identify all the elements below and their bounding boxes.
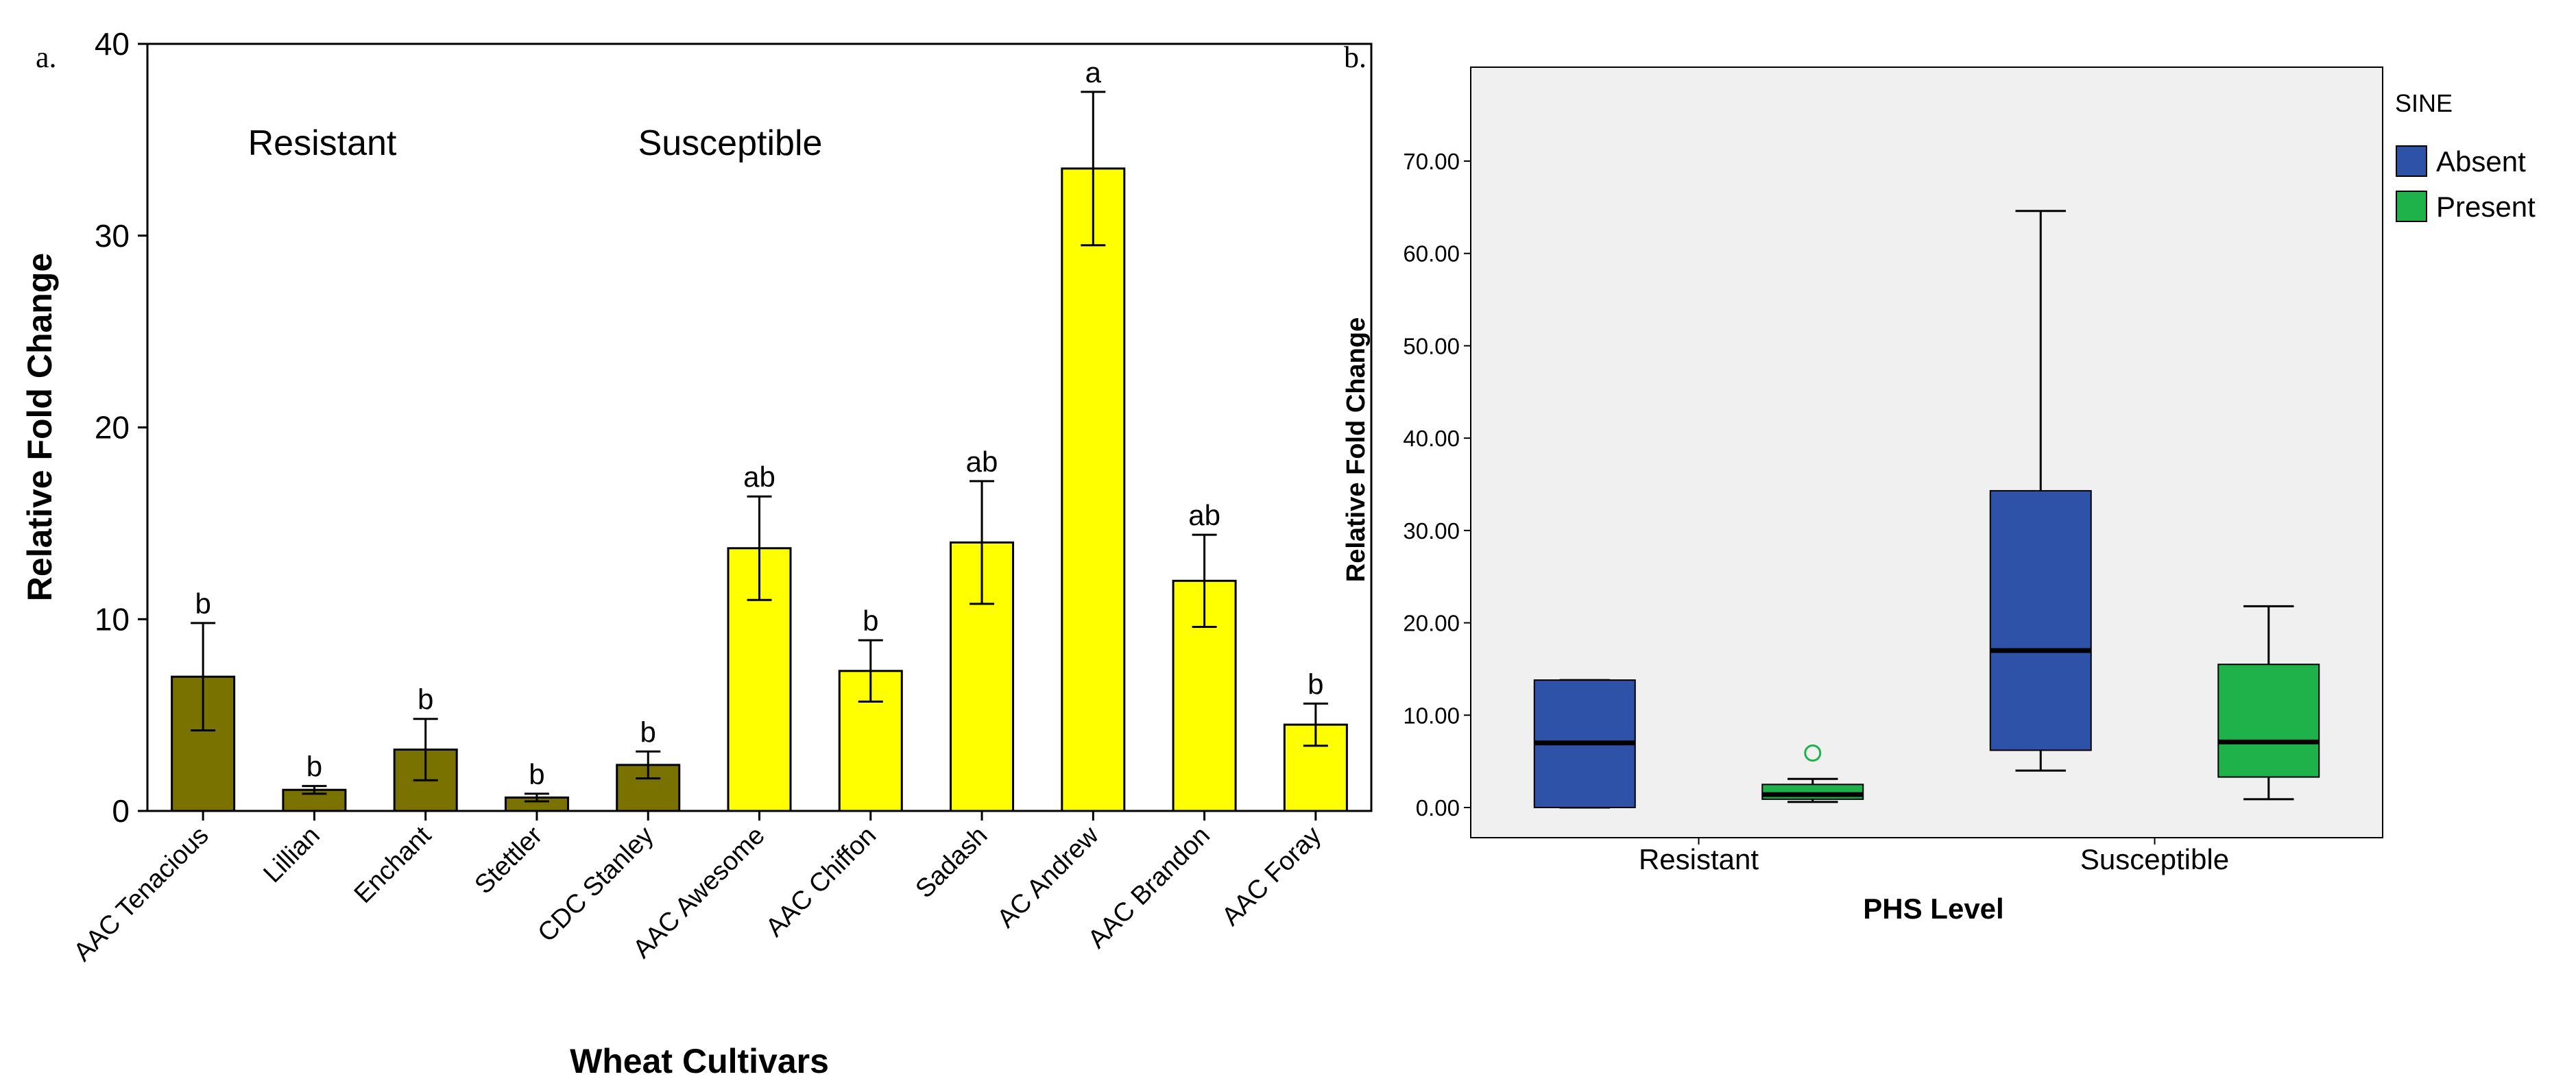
- x-tick-label-susceptible: Susceptible: [2080, 843, 2229, 875]
- panel-a-x-axis-title: Wheat Cultivars: [570, 1042, 829, 1080]
- x-tick-label-sadash: Sadash: [911, 821, 994, 904]
- panel-a-y-axis-title: Relative Fold Change: [21, 253, 59, 601]
- x-tick-label-resistant: Resistant: [1639, 843, 1759, 875]
- panel-b-boxes: [1533, 210, 2320, 809]
- x-tick-label-stettler: Stettler: [469, 821, 548, 899]
- y-tick-label: 40: [95, 26, 130, 62]
- y-tick-label: 70.00: [1403, 149, 1460, 174]
- y-tick-label: 40.00: [1403, 426, 1460, 451]
- x-tick-label-aac-foray: AAC Foray: [1216, 821, 1327, 932]
- y-tick-label: 0.00: [1416, 795, 1460, 821]
- panel-b-box-plot: b. 0.00 10.00 20.00 30.00 40.00 50.00 60.00 70.…: [1342, 40, 2536, 925]
- y-tick-label: 30: [95, 218, 130, 254]
- y-tick-label: 20.00: [1403, 611, 1460, 636]
- significance-letter-enchant: b: [418, 683, 433, 716]
- significance-letter-sadash: ab: [966, 446, 998, 478]
- box-present-resistant: [1761, 784, 1864, 800]
- x-tick-label-enchant: Enchant: [349, 821, 437, 909]
- y-tick-label: 10: [95, 601, 130, 637]
- x-tick-label-lillian: Lillian: [258, 821, 325, 888]
- group-label-susceptible: Susceptible: [638, 123, 823, 163]
- panel-b-legend: SINE Absent Present: [2395, 89, 2536, 223]
- box-present-susceptible: [2217, 664, 2320, 778]
- significance-letter-aac-brandon: ab: [1188, 499, 1220, 531]
- y-tick-label: 0: [112, 793, 130, 829]
- x-tick-label-cdc-stanley: CDC Stanley: [533, 821, 660, 948]
- group-label-resistant: Resistant: [248, 123, 397, 163]
- significance-letter-aac-chiffon: b: [863, 605, 878, 637]
- significance-letter-stettler: b: [529, 758, 544, 790]
- legend-swatch-absent: [2396, 145, 2427, 177]
- significance-letter-ac-andrew: a: [1085, 56, 1102, 88]
- y-tick-label: 30.00: [1403, 518, 1460, 544]
- significance-letter-lillian: b: [306, 751, 322, 783]
- significance-letter-aac-foray: b: [1308, 668, 1323, 700]
- y-tick-label: 10.00: [1403, 703, 1460, 728]
- legend-title: SINE: [2395, 89, 2453, 117]
- significance-letter-aac-tenacious: b: [195, 587, 210, 620]
- x-tick-label-ac-andrew: AC Andrew: [992, 821, 1105, 934]
- x-tick-label-aac-tenacious: AAC Tenacious: [69, 821, 215, 967]
- y-tick-label: 20: [95, 410, 130, 446]
- panel-a-bars: b b b b b ab b ab a ab b: [171, 56, 1348, 812]
- panel-b-x-axis-title: PHS Level: [1863, 893, 2003, 925]
- y-tick-label: 60.00: [1403, 241, 1460, 267]
- y-tick-label: 50.00: [1403, 333, 1460, 359]
- x-tick-label-aac-chiffon: AAC Chiffon: [760, 821, 882, 943]
- significance-letter-aac-awesome: ab: [743, 461, 775, 493]
- significance-letter-cdc-stanley: b: [640, 716, 656, 748]
- legend-label-present: Present: [2436, 191, 2536, 223]
- panel-b-y-axis: 0.00 10.00 20.00 30.00 40.00 50.00 60.00 70.00: [1403, 149, 1471, 821]
- panel-a-y-axis: 0 10 20 30 40: [95, 26, 147, 829]
- panel-a-label: a.: [36, 40, 57, 74]
- outlier-present-resistant: [1804, 744, 1822, 762]
- panel-a-bar-chart: a. 0 10 20 30 40 b b b b b ab b ab a ab b AAC Tenaciou…: [21, 26, 1373, 1080]
- panel-b-x-axis: Resistant Susceptible: [1639, 838, 2229, 875]
- legend-swatch-present: [2396, 191, 2427, 222]
- bar-ac-andrew: [1061, 167, 1126, 812]
- legend-label-absent: Absent: [2436, 145, 2526, 178]
- box-absent-susceptible: [1989, 489, 2092, 751]
- panel-b-label: b.: [1344, 40, 1367, 74]
- panel-b-y-axis-title: Relative Fold Change: [1342, 317, 1371, 582]
